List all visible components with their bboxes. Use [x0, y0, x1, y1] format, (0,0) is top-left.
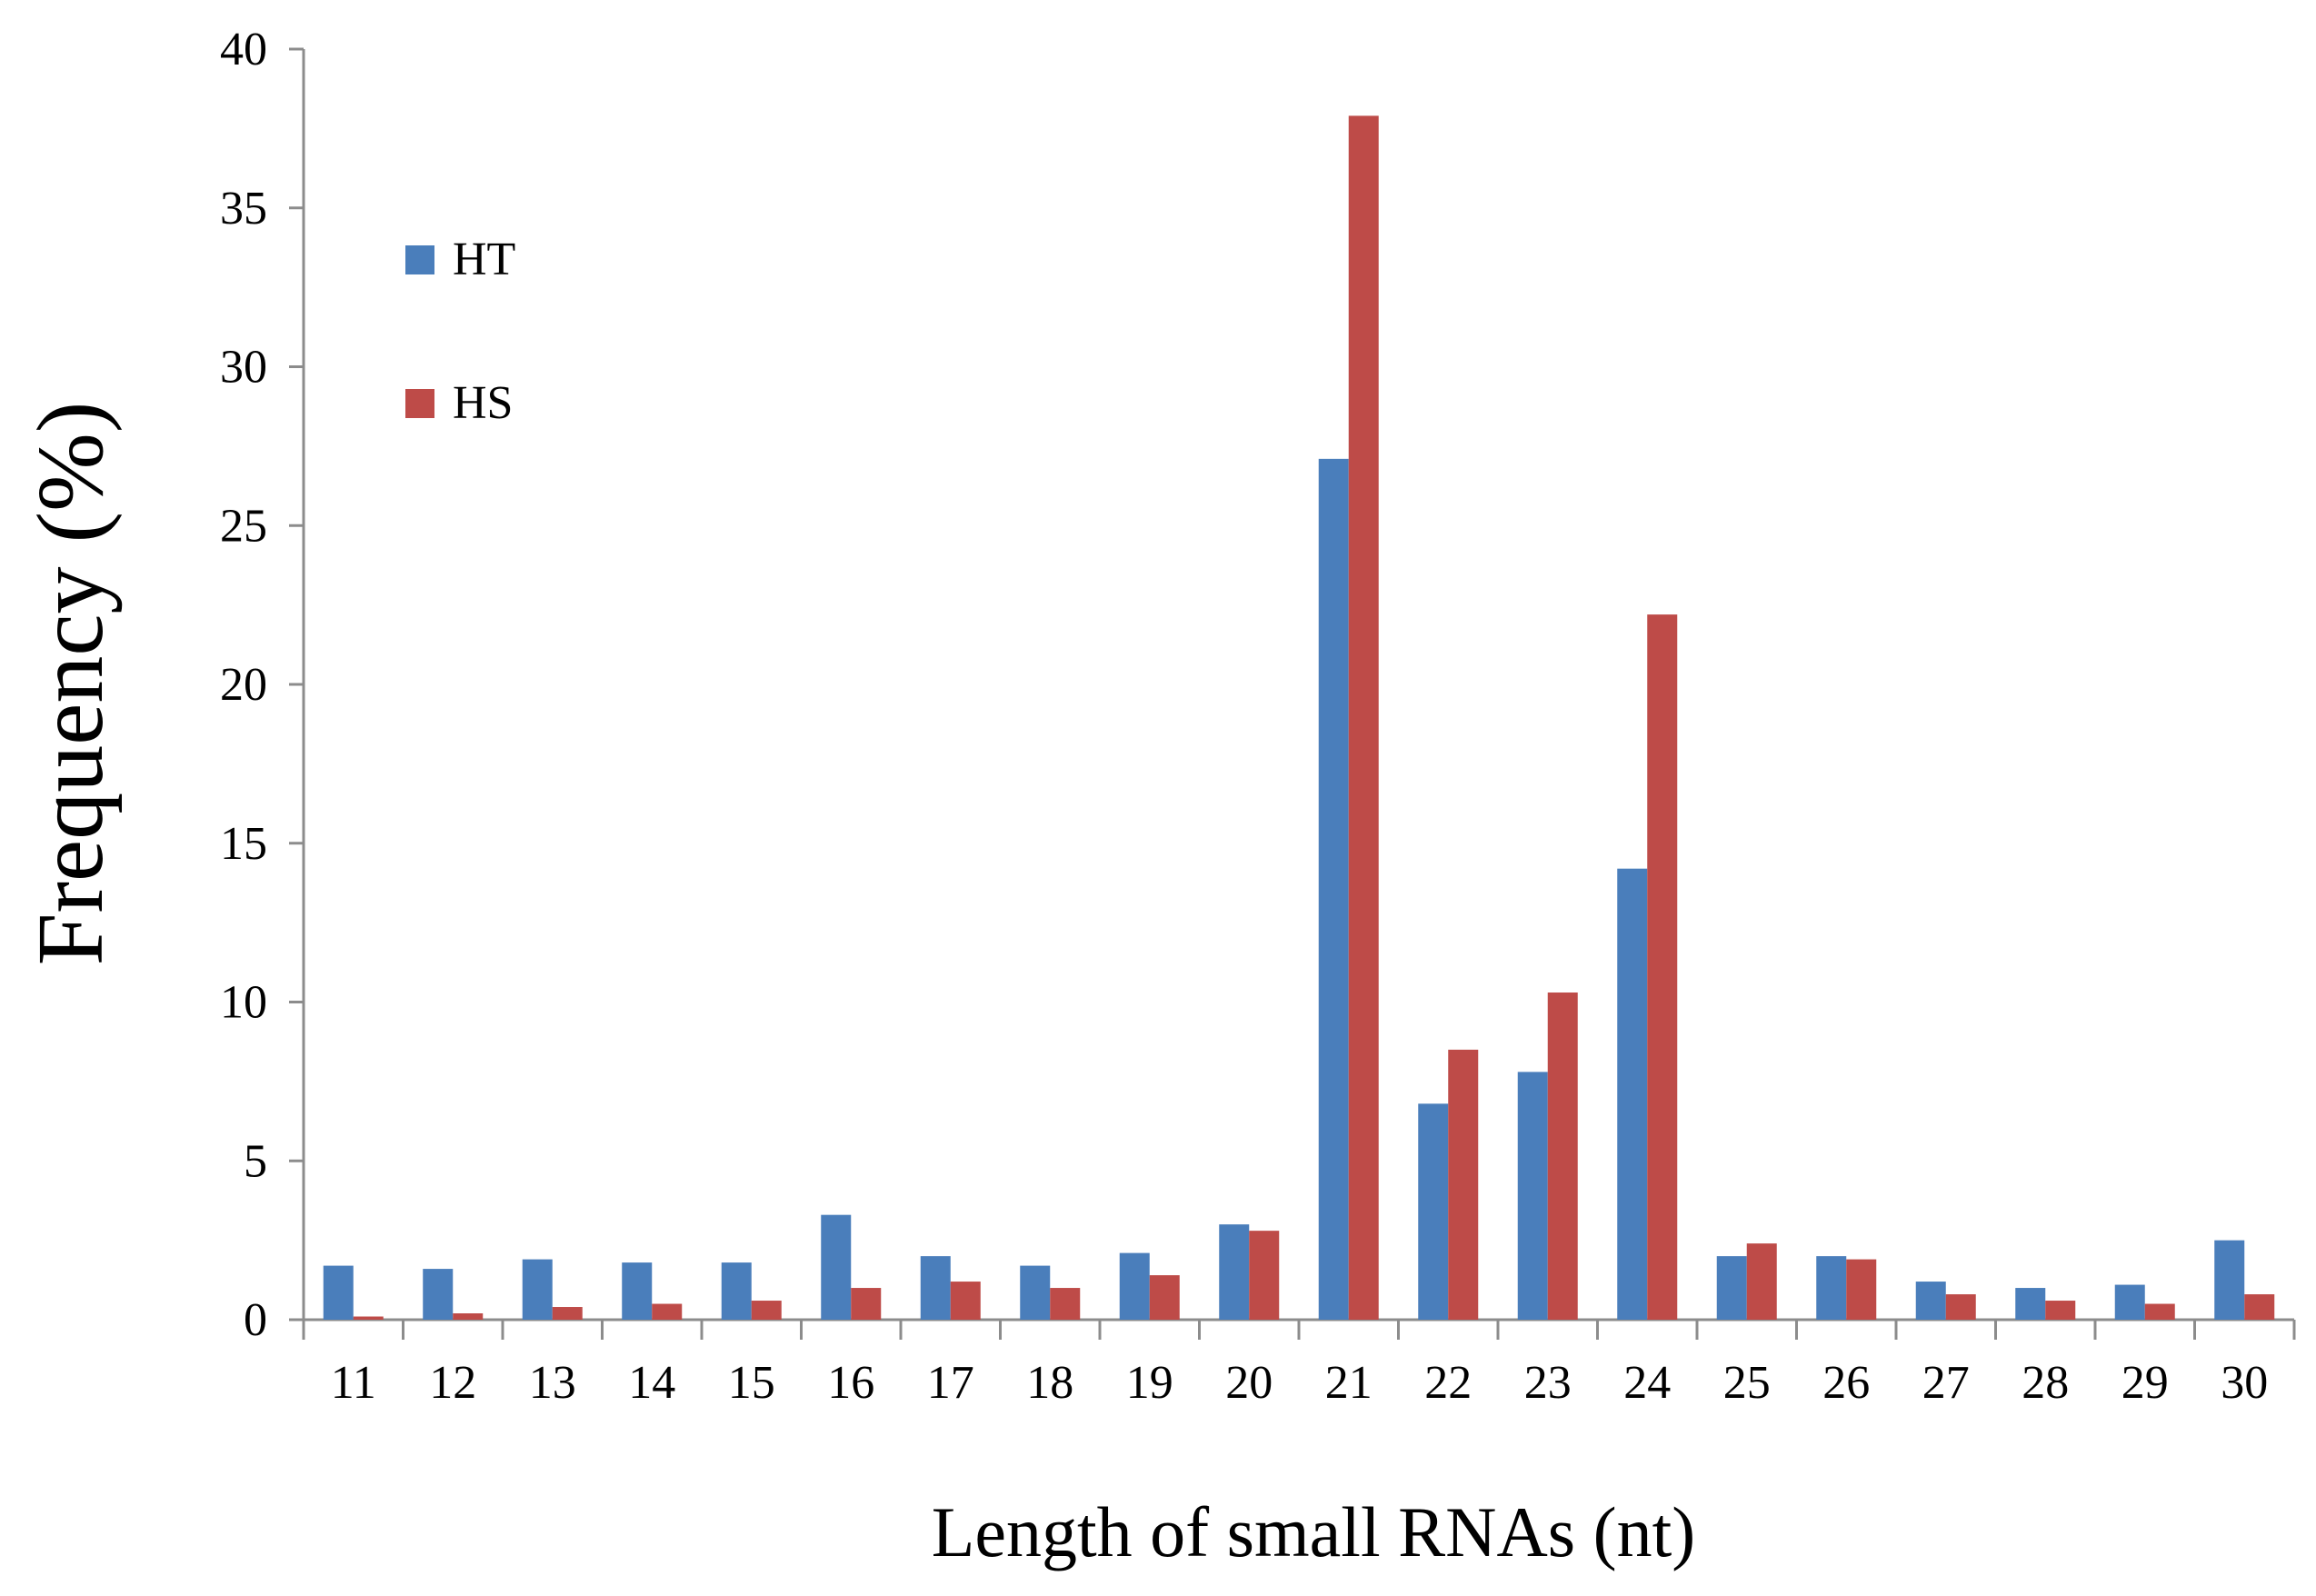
- x-axis: 11 12 13 14 15 16 17 18 19 20 21 22 23 24 25 26 27 28 29 30: [302, 1318, 2296, 1409]
- y-tick-label: 10: [220, 977, 267, 1029]
- bar-ht-30: [2214, 1240, 2245, 1320]
- bar-hs-30: [2244, 1294, 2275, 1320]
- x-tick-label: 25: [1723, 1357, 1771, 1409]
- bar-hs-23: [1547, 993, 1578, 1320]
- bar-ht-11: [323, 1265, 354, 1320]
- bar-hs-12: [453, 1313, 484, 1320]
- bar-hs-25: [1746, 1243, 1777, 1320]
- bar-hs-15: [751, 1301, 782, 1320]
- bar-ht-21: [1318, 458, 1349, 1321]
- bar-ht-25: [1716, 1256, 1747, 1320]
- x-tick-label: 21: [1325, 1357, 1373, 1409]
- legend-label-hs: HS: [453, 377, 513, 429]
- series-hs: [353, 115, 2275, 1320]
- legend-swatch-ht: [405, 245, 434, 274]
- x-tick-label: 17: [927, 1357, 974, 1409]
- x-axis-title: Length of small RNAs (nt): [932, 1492, 1696, 1571]
- bar-hs-16: [851, 1288, 882, 1320]
- x-tick-label: 15: [728, 1357, 775, 1409]
- y-axis: 0 5 10 15 20 25 30 35 40: [220, 24, 305, 1346]
- x-tick-label: 23: [1524, 1357, 1572, 1409]
- y-tick-label: 40: [220, 24, 267, 75]
- bar-ht-12: [423, 1269, 454, 1320]
- x-tick-label: 20: [1225, 1357, 1273, 1409]
- x-tick-label: 28: [2022, 1357, 2069, 1409]
- bar-ht-17: [920, 1256, 951, 1320]
- bar-ht-26: [1816, 1256, 1847, 1320]
- bar-hs-17: [950, 1282, 981, 1320]
- x-tick-label: 24: [1623, 1357, 1671, 1409]
- x-tick-label: 11: [331, 1357, 376, 1409]
- bar-ht-23: [1517, 1072, 1548, 1320]
- x-tick-label: 12: [429, 1357, 476, 1409]
- bars: [323, 115, 2275, 1321]
- bar-hs-21: [1348, 115, 1379, 1320]
- bar-hs-29: [2144, 1303, 2175, 1320]
- y-axis-title: Frequency (%): [18, 402, 123, 966]
- bar-hs-14: [652, 1303, 683, 1320]
- x-tick-label: 29: [2121, 1357, 2169, 1409]
- y-tick-label: 5: [244, 1135, 267, 1187]
- y-tick-label: 25: [220, 500, 267, 552]
- bar-hs-18: [1050, 1288, 1081, 1320]
- bar-hs-13: [552, 1307, 583, 1320]
- bar-ht-19: [1119, 1252, 1150, 1320]
- bar-ht-28: [2015, 1288, 2046, 1320]
- y-tick-label: 35: [220, 183, 267, 234]
- bar-ht-16: [821, 1214, 852, 1320]
- bar-hs-27: [1945, 1294, 1976, 1320]
- x-tick-label: 13: [529, 1357, 576, 1409]
- x-tick-label: 14: [628, 1357, 675, 1409]
- x-tick-label: 27: [1922, 1357, 1970, 1409]
- bar-hs-11: [353, 1316, 384, 1320]
- y-tick-label: 30: [220, 342, 267, 394]
- x-tick-label: 16: [827, 1357, 874, 1409]
- legend: HT HS: [405, 234, 515, 429]
- bar-hs-20: [1249, 1231, 1280, 1320]
- x-tick-label: 18: [1026, 1357, 1073, 1409]
- x-tick-label: 19: [1126, 1357, 1173, 1409]
- legend-swatch-hs: [405, 389, 434, 418]
- bar-hs-19: [1149, 1275, 1180, 1320]
- bar-ht-22: [1418, 1103, 1449, 1320]
- bar-ht-29: [2114, 1284, 2145, 1320]
- bar-hs-28: [2045, 1301, 2076, 1320]
- bar-hs-22: [1448, 1049, 1479, 1320]
- bar-ht-20: [1219, 1224, 1250, 1320]
- x-tick-label: 22: [1424, 1357, 1472, 1409]
- y-tick-label: 15: [220, 818, 267, 870]
- bar-ht-24: [1617, 868, 1648, 1320]
- bar-ht-15: [721, 1262, 752, 1320]
- x-tick-label: 26: [1822, 1357, 1870, 1409]
- bar-ht-14: [622, 1262, 653, 1320]
- y-tick-label: 0: [244, 1294, 267, 1346]
- legend-label-ht: HT: [453, 234, 515, 285]
- bar-hs-24: [1647, 614, 1678, 1320]
- x-tick-label: 30: [2221, 1357, 2268, 1409]
- bar-ht-18: [1020, 1265, 1051, 1320]
- bar-hs-26: [1846, 1259, 1877, 1320]
- y-tick-label: 20: [220, 659, 267, 711]
- series-ht: [323, 458, 2245, 1321]
- bar-ht-27: [1915, 1282, 1946, 1320]
- bar-ht-13: [522, 1259, 553, 1320]
